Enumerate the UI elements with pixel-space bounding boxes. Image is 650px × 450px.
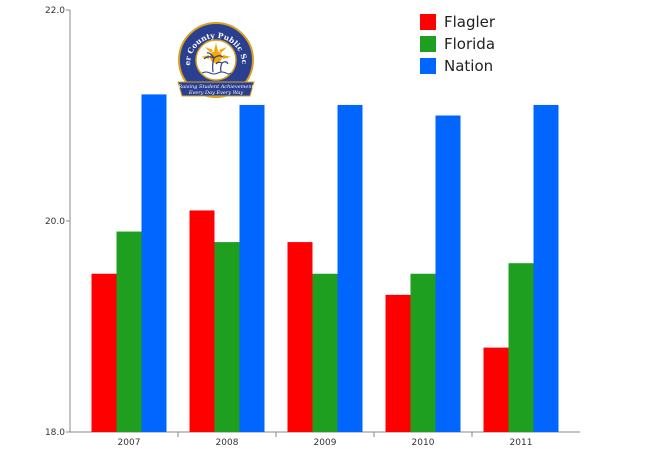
y-tick-label: 20.0 — [45, 217, 65, 227]
bar-nation-2010 — [435, 115, 461, 432]
bar-nation-2011 — [533, 104, 559, 432]
x-tick-label: 2008 — [216, 438, 239, 448]
x-tick-label: 2011 — [510, 438, 533, 448]
logo-ribbon-line2: Every Day Every Way — [188, 90, 244, 96]
bar-florida-2007 — [116, 231, 142, 432]
y-tick-label: 22.0 — [45, 6, 65, 16]
legend-swatch-florida — [420, 36, 436, 52]
bar-flagler-2008 — [189, 210, 215, 432]
legend-swatch-flagler — [420, 14, 436, 30]
bar-florida-2010 — [410, 273, 436, 432]
x-axis-ticks: 2007 2008 2009 2010 2011 — [118, 432, 533, 448]
bar-florida-2008 — [214, 242, 240, 432]
logo-ribbon-line1: Raising Student Achievement — [177, 84, 254, 90]
bar-nation-2008 — [239, 104, 265, 432]
logo-ribbon — [177, 81, 255, 97]
bar-flagler-2009 — [287, 242, 313, 432]
x-tick-label: 2009 — [314, 438, 337, 448]
legend-label-florida: Florida — [444, 35, 495, 53]
x-tick-label: 2007 — [118, 438, 141, 448]
bar-flagler-2011 — [483, 347, 509, 432]
y-axis-ticks: 18.0 20.0 22.0 — [45, 6, 70, 438]
bar-series — [91, 94, 559, 433]
bar-florida-2011 — [508, 263, 534, 432]
school-logo: Flagler County Public Schools Raising St… — [177, 22, 255, 98]
legend-swatch-nation — [420, 58, 436, 74]
logo-water — [201, 71, 232, 75]
bar-flagler-2010 — [385, 294, 411, 432]
legend-label-nation: Nation — [444, 57, 493, 75]
legend: Flagler Florida Nation — [420, 13, 496, 75]
y-tick-label: 18.0 — [45, 428, 65, 438]
bar-nation-2007 — [141, 94, 167, 433]
palm-tree-icon — [203, 52, 229, 73]
bar-nation-2009 — [337, 104, 363, 432]
x-tick-label: 2010 — [412, 438, 435, 448]
legend-label-flagler: Flagler — [444, 13, 496, 31]
bar-flagler-2007 — [91, 273, 117, 432]
bar-florida-2009 — [312, 273, 338, 432]
